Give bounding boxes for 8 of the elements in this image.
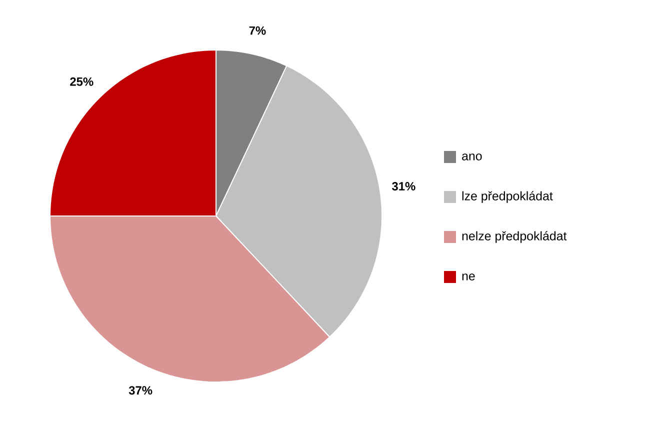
data-label: 25% [70, 77, 94, 86]
data-label: 7% [249, 26, 266, 35]
data-label: 37% [128, 386, 152, 395]
data-label: 31% [392, 182, 416, 191]
legend-label: lze předpokládat [462, 191, 553, 203]
legend-label: nelze předpokládat [462, 231, 567, 243]
legend-label: ne [462, 274, 475, 280]
legend-label: ano [462, 154, 482, 160]
